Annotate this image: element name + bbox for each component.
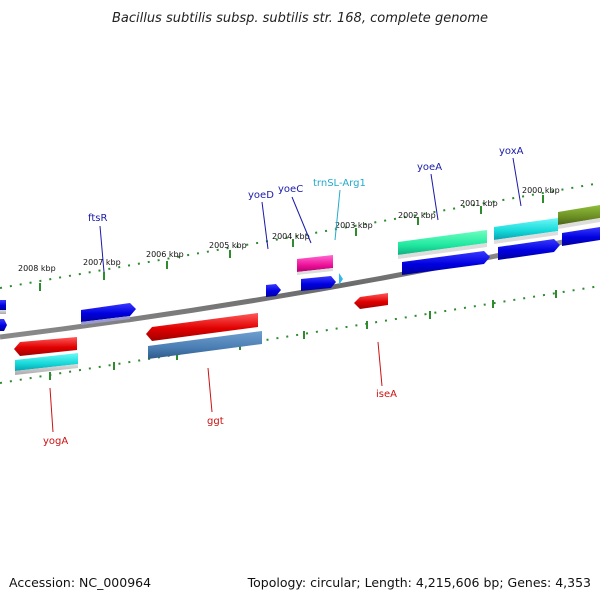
gene-label-yogA: yogA — [43, 436, 68, 447]
gene-shadow — [558, 218, 600, 229]
lower-scale-ring — [0, 285, 600, 384]
scale-label: 2008 kbp — [18, 264, 56, 273]
leader-trnSL-Arg1 — [334, 189, 341, 241]
gene-yogA-red[interactable] — [14, 337, 77, 356]
gene-ftsR-arrow[interactable] — [81, 303, 136, 322]
leader-ggt — [207, 367, 213, 413]
scale-label: 2006 kbp — [146, 250, 184, 259]
gene-shadow — [494, 231, 558, 244]
gene-arrow[interactable] — [0, 300, 6, 310]
lower-major-ticks — [49, 290, 557, 380]
gene-olive-segment[interactable] — [558, 205, 600, 225]
gene-shadow — [81, 316, 130, 325]
leader-ftsR — [99, 225, 105, 273]
gene-ggt-red[interactable] — [146, 313, 258, 341]
scale-label: 2004 kbp — [272, 232, 310, 241]
scale-label: 2001 kbp — [460, 199, 498, 208]
gene-yoxA-arrow[interactable] — [498, 239, 560, 260]
upper-scale-ring — [0, 182, 600, 289]
label-leaders — [49, 157, 522, 433]
gene-label-yoxA: yoxA — [499, 146, 524, 157]
scale-label: 2000 kbp — [522, 186, 560, 195]
gene-label-yoeA: yoeA — [417, 162, 442, 173]
scale-label: 2007 kbp — [83, 258, 121, 267]
leader-yogA — [49, 387, 54, 433]
gene-label-yoeD: yoeD — [248, 190, 274, 201]
gene-ggt-steel[interactable] — [148, 331, 262, 359]
gene-label-yoeC: yoeC — [278, 184, 303, 195]
leader-iseA — [377, 341, 383, 387]
gene-yoeC-arrow[interactable] — [301, 276, 336, 291]
gene-label-ggt: ggt — [207, 416, 224, 427]
scale-label: 2003 kbp — [335, 221, 373, 230]
upper-major-ticks — [39, 195, 544, 291]
gene-yoeD-arrow[interactable] — [266, 284, 281, 297]
genome-title: Bacillus subtilis subsp. subtilis str. 1… — [112, 11, 488, 26]
gene-trnSL-Arg1-arrow[interactable] — [339, 273, 343, 285]
gene-yoeA-rna[interactable] — [398, 230, 487, 255]
gene-arrow[interactable] — [0, 319, 7, 331]
gene-shadow — [398, 243, 487, 259]
gene-label-iseA: iseA — [376, 389, 397, 400]
gene-yoeA-arrow[interactable] — [402, 251, 490, 275]
gene-label-trnSL-Arg1: trnSL-Arg1 — [313, 178, 366, 189]
leader-yoeA — [430, 173, 439, 221]
gene-yogA-cyan[interactable] — [15, 353, 78, 371]
scale-label: 2005 kbp — [209, 241, 247, 250]
gene-shadow — [0, 310, 6, 314]
gene-shadow — [15, 364, 78, 375]
accession-text: Accession: NC_000964 — [9, 575, 151, 590]
leader-yoeC — [291, 196, 312, 244]
topology-text: Topology: circular; Length: 4,215,606 bp… — [247, 575, 591, 590]
gene-shadow — [297, 268, 333, 275]
gene-label-ftsR: ftsR — [88, 213, 107, 224]
leader-yoeD — [261, 201, 269, 250]
gene-yoxA-rna[interactable] — [494, 218, 558, 240]
gene-yoeC-rna[interactable] — [297, 255, 333, 272]
gene-blue-segment[interactable] — [562, 227, 600, 246]
gene-iseA-arrow[interactable] — [354, 293, 388, 309]
leader-yoxA — [512, 157, 522, 207]
scale-label: 2002 kbp — [398, 211, 436, 220]
